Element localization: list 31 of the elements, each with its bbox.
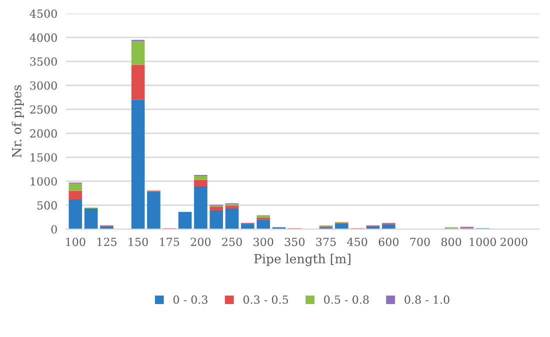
y-tick-label: 4500	[30, 9, 57, 18]
x-tick-label: 250	[222, 238, 242, 246]
x-tick-label: 150	[128, 238, 148, 246]
x-tick-label: 300	[254, 238, 274, 246]
y-tick-label: 500	[37, 201, 57, 210]
legend-label: 0.8 - 1.0	[404, 295, 450, 304]
y-tick-label: 1000	[30, 177, 57, 186]
y-tick-label: 0	[51, 225, 57, 234]
x-tick-label: 800	[441, 238, 462, 246]
x-tick-label: 125	[97, 238, 116, 246]
y-axis-title: Nr. of pipes	[12, 85, 24, 158]
y-tick-label: 4000	[30, 33, 57, 42]
x-tick-label: 375	[316, 238, 336, 246]
y-tick-label: 2000	[30, 129, 57, 138]
x-tick-label: 1000	[470, 238, 496, 246]
x-tick-label: 200	[190, 238, 211, 246]
x-tick-label: 600	[378, 238, 399, 246]
x-tick-label: 175	[160, 238, 180, 246]
x-tick-label: 450	[347, 238, 368, 246]
x-axis-title: Pipe length [m]	[254, 254, 350, 266]
y-tick-label: 3500	[30, 57, 57, 66]
x-tick-label: 700	[410, 238, 430, 246]
y-tick-label: 1500	[30, 153, 57, 162]
y-tick-label: 2500	[30, 105, 57, 114]
legend-label: 0.5 - 0.8	[324, 295, 369, 304]
x-tick-label: 100	[66, 238, 86, 246]
x-tick-label: 2000	[500, 238, 528, 246]
legend-label: 0.3 - 0.5	[243, 295, 288, 304]
y-tick-label: 3000	[30, 81, 57, 90]
x-tick-label: 350	[284, 238, 305, 246]
legend-label: 0 - 0.3	[173, 295, 208, 304]
